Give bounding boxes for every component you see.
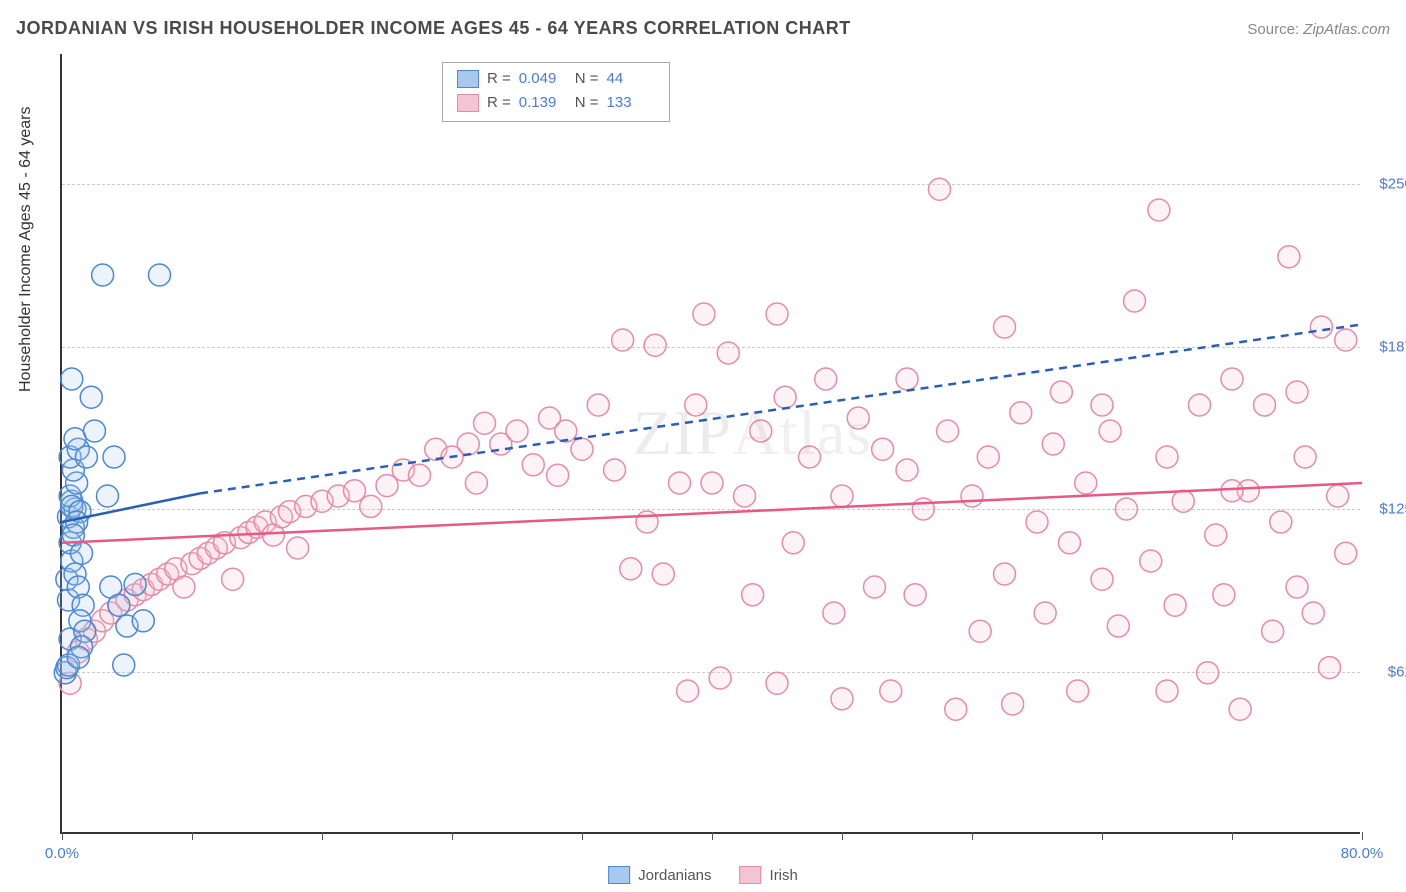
y-tick-label: $250,000 <box>1362 176 1406 193</box>
legend-row-jordanians: R = 0.049 N = 44 <box>457 67 655 91</box>
legend-swatch-icon <box>608 866 630 884</box>
plot-area: Householder Income Ages 45 - 64 years $6… <box>60 54 1360 834</box>
y-tick-label: $125,000 <box>1362 501 1406 518</box>
scatter-plot <box>62 54 1360 832</box>
y-axis-label: Householder Income Ages 45 - 64 years <box>17 107 35 393</box>
y-tick-label: $62,500 <box>1362 663 1406 680</box>
x-tick-label: 0.0% <box>45 845 79 862</box>
chart-title: JORDANIAN VS IRISH HOUSEHOLDER INCOME AG… <box>16 18 851 39</box>
legend-item-irish: Irish <box>740 866 798 884</box>
header: JORDANIAN VS IRISH HOUSEHOLDER INCOME AG… <box>16 18 1390 39</box>
legend-row-irish: R = 0.139 N = 133 <box>457 91 655 115</box>
chart-container: JORDANIAN VS IRISH HOUSEHOLDER INCOME AG… <box>0 0 1406 892</box>
legend-item-jordanians: Jordanians <box>608 866 711 884</box>
correlation-legend: R = 0.049 N = 44 R = 0.139 N = 133 <box>442 62 670 122</box>
y-tick-label: $187,500 <box>1362 338 1406 355</box>
source-attribution: Source: ZipAtlas.com <box>1247 21 1390 38</box>
legend-swatch-jordanians <box>457 70 479 88</box>
source-name: ZipAtlas.com <box>1303 21 1390 38</box>
x-tick-label: 80.0% <box>1341 845 1384 862</box>
series-legend: Jordanians Irish <box>608 866 798 884</box>
legend-swatch-irish <box>457 94 479 112</box>
legend-swatch-icon <box>740 866 762 884</box>
